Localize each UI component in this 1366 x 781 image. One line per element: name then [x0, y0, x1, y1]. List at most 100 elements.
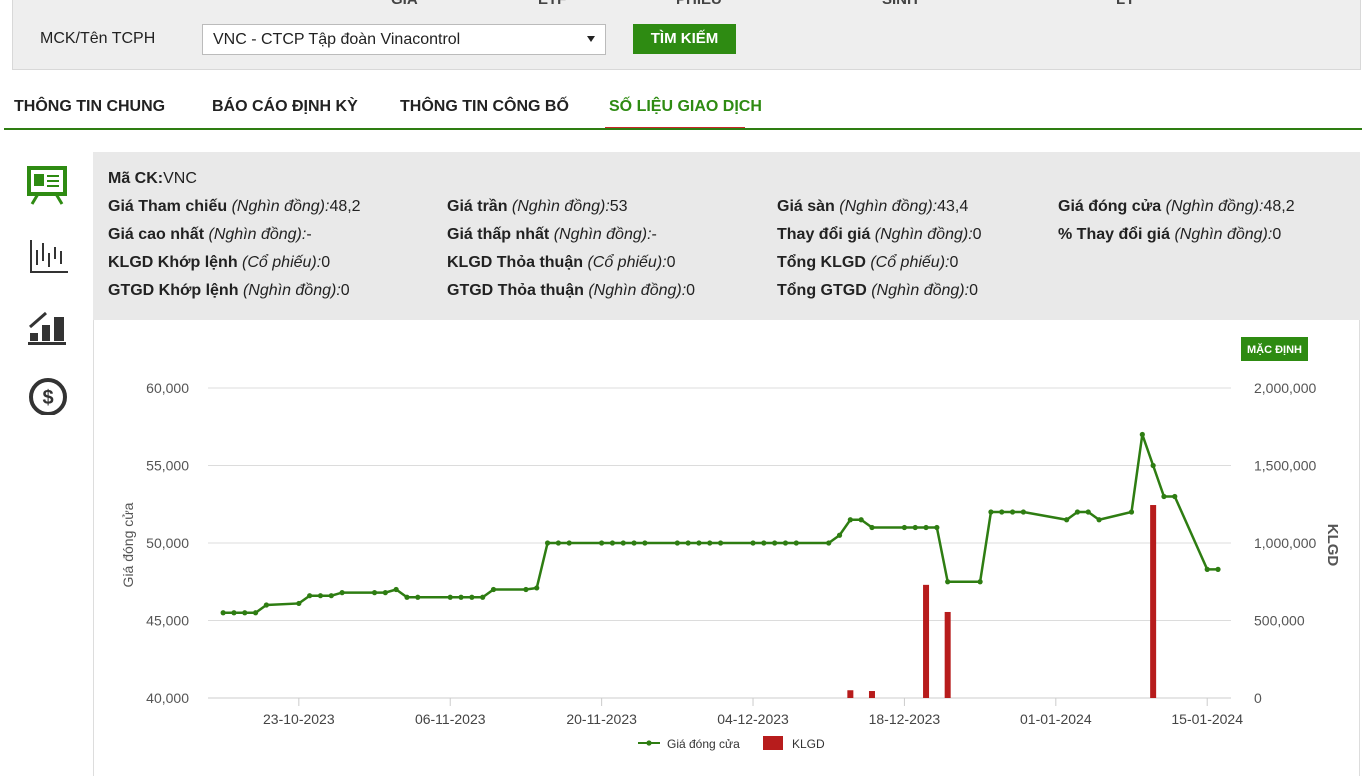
price-point[interactable] — [296, 600, 302, 607]
price-point[interactable] — [793, 540, 799, 546]
price-point[interactable] — [1172, 493, 1178, 500]
price-point[interactable] — [1085, 509, 1091, 515]
price-point[interactable] — [415, 594, 421, 600]
price-point[interactable] — [555, 540, 561, 546]
price-point[interactable] — [750, 540, 756, 546]
price-point[interactable] — [717, 540, 724, 546]
price-point[interactable] — [371, 590, 378, 596]
price-point[interactable] — [858, 517, 864, 523]
price-point[interactable] — [469, 594, 475, 600]
price-point[interactable] — [339, 590, 345, 596]
price-point[interactable] — [696, 540, 702, 546]
price-point[interactable] — [1139, 431, 1145, 438]
price-point[interactable] — [566, 540, 572, 546]
legend-swatch[interactable] — [763, 736, 783, 750]
price-point[interactable] — [642, 540, 648, 546]
price-point[interactable] — [761, 540, 767, 546]
info-unit: (Cổ phiếu): — [242, 254, 322, 271]
price-point[interactable] — [1009, 509, 1016, 515]
price-point[interactable] — [631, 540, 637, 546]
company-select[interactable]: VNC - CTCP Tập đoàn Vinacontrol — [202, 24, 606, 55]
board-icon[interactable] — [27, 166, 67, 205]
nav-item[interactable]: GIÁ — [391, 0, 418, 8]
price-point[interactable] — [544, 540, 551, 546]
tab[interactable]: BÁO CÁO ĐỊNH KỲ — [212, 98, 358, 115]
bar — [868, 691, 875, 698]
price-point[interactable] — [901, 524, 908, 531]
price-point[interactable] — [999, 509, 1005, 515]
price-point[interactable] — [1064, 517, 1070, 523]
price-point[interactable] — [1128, 509, 1135, 515]
price-point[interactable] — [317, 593, 324, 599]
price-point[interactable] — [490, 586, 497, 593]
price-point[interactable] — [782, 540, 789, 546]
price-point[interactable] — [620, 540, 626, 546]
info-item: GTGD Thỏa thuận (Nghìn đồng):0 — [447, 282, 695, 300]
price-point[interactable] — [220, 610, 226, 616]
price-point[interactable] — [934, 524, 940, 531]
info-value: VNC — [163, 170, 197, 187]
price-point[interactable] — [1215, 566, 1221, 572]
reset-button[interactable] — [1241, 337, 1308, 361]
nav-item[interactable]: ETF — [538, 0, 566, 8]
price-point[interactable] — [1150, 462, 1156, 469]
info-value: 0 — [972, 226, 982, 243]
price-point[interactable] — [826, 540, 832, 546]
price-point[interactable] — [912, 524, 918, 531]
price-point[interactable] — [307, 593, 313, 599]
price-point[interactable] — [977, 579, 983, 585]
price-point[interactable] — [1204, 566, 1210, 572]
nav-item[interactable]: SINH — [882, 0, 918, 8]
info-item: Mã CK:VNC — [108, 170, 197, 188]
tab-line — [4, 128, 1362, 130]
price-point[interactable] — [447, 594, 453, 600]
search-button[interactable]: TÌM KIẾM — [633, 24, 736, 54]
price-point[interactable] — [328, 593, 334, 599]
price-point[interactable] — [685, 540, 691, 546]
info-label: GTGD Khớp lệnh — [108, 282, 239, 299]
price-point[interactable] — [1074, 509, 1081, 515]
price-point[interactable] — [404, 594, 410, 600]
price-point[interactable] — [1096, 517, 1102, 523]
legend-label[interactable]: Giá đóng cửa — [667, 737, 740, 751]
y-axis-label: Giá đóng cửa — [120, 502, 136, 587]
reset-button-label[interactable]: MẶC ĐỊNH — [1247, 343, 1302, 356]
price-point[interactable] — [945, 579, 951, 585]
tab[interactable]: SỐ LIỆU GIAO DỊCH — [609, 98, 762, 115]
info-label: Giá thấp nhất — [447, 226, 550, 243]
x-tick-label: 04-12-2023 — [717, 711, 789, 727]
price-point[interactable] — [1020, 509, 1026, 515]
price-point[interactable] — [523, 586, 529, 593]
price-point[interactable] — [458, 594, 464, 600]
tab[interactable]: THÔNG TIN CHUNG — [14, 98, 166, 115]
tab[interactable]: THÔNG TIN CÔNG BỐ — [400, 98, 569, 115]
price-point[interactable] — [772, 540, 778, 546]
price-point[interactable] — [480, 594, 486, 600]
price-point[interactable] — [869, 524, 875, 531]
price-point[interactable] — [609, 540, 616, 546]
price-point[interactable] — [382, 590, 388, 596]
legend-label[interactable]: KLGD — [792, 737, 825, 751]
price-point[interactable] — [263, 602, 269, 608]
price-point[interactable] — [836, 532, 843, 538]
price-point[interactable] — [988, 509, 994, 515]
money-icon[interactable]: $ — [29, 378, 67, 415]
price-point[interactable] — [847, 517, 853, 523]
nav-item[interactable]: LÝ — [1116, 0, 1135, 8]
price-point[interactable] — [231, 610, 237, 616]
info-value: 0 — [321, 254, 331, 271]
price-point[interactable] — [923, 524, 929, 531]
price-point[interactable] — [534, 585, 540, 591]
price-point[interactable] — [674, 540, 680, 546]
price-point[interactable] — [393, 586, 399, 593]
nav-item[interactable]: PHIẾU — [676, 0, 722, 8]
candle-icon[interactable] — [30, 240, 68, 273]
info-value: - — [306, 226, 312, 243]
growth-icon[interactable] — [28, 311, 66, 345]
price-point[interactable] — [242, 610, 248, 616]
price-point[interactable] — [1161, 493, 1167, 500]
price-point[interactable] — [707, 540, 713, 546]
price-point[interactable] — [252, 610, 259, 616]
bar — [1150, 505, 1157, 698]
price-point[interactable] — [599, 540, 605, 546]
